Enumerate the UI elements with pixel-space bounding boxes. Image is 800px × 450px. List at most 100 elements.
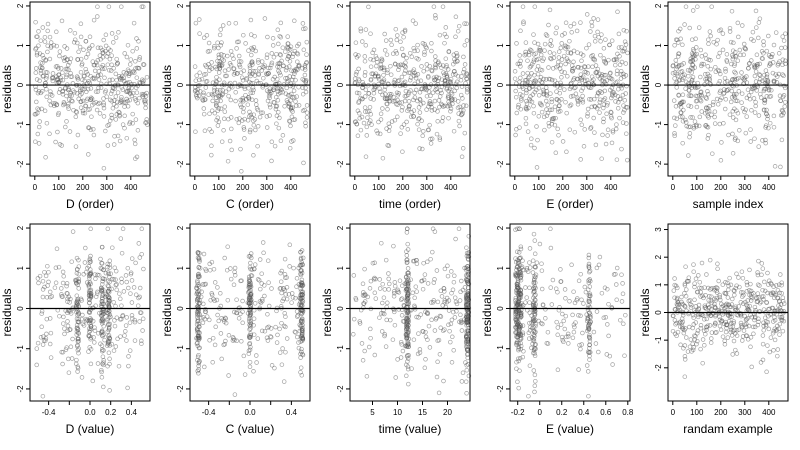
data-point xyxy=(352,76,358,81)
x-tick-label: 100 xyxy=(690,183,704,192)
data-point xyxy=(377,286,383,291)
data-point xyxy=(106,46,111,51)
data-point xyxy=(572,324,577,330)
data-point xyxy=(107,321,113,327)
data-point xyxy=(404,93,409,99)
data-point xyxy=(720,282,726,287)
data-point xyxy=(734,271,739,277)
data-point xyxy=(521,349,526,354)
data-point xyxy=(533,378,538,384)
data-point xyxy=(679,320,684,326)
data-point xyxy=(132,70,137,75)
points xyxy=(670,257,787,379)
data-point xyxy=(681,61,686,66)
data-point xyxy=(621,110,626,115)
data-point xyxy=(44,120,50,126)
data-point xyxy=(219,40,224,45)
data-point xyxy=(44,331,49,337)
data-point xyxy=(203,85,209,90)
data-point xyxy=(389,42,394,48)
data-point xyxy=(673,58,679,63)
data-point xyxy=(532,264,537,270)
data-point xyxy=(775,347,781,352)
data-point xyxy=(367,286,373,291)
data-point xyxy=(553,150,559,156)
data-point xyxy=(69,356,75,361)
data-point xyxy=(126,285,131,291)
data-point xyxy=(127,320,133,325)
data-point xyxy=(267,65,273,71)
plot-frame xyxy=(667,1,789,177)
x-axis-label: C (order) xyxy=(226,197,274,211)
data-point xyxy=(200,282,206,287)
data-point xyxy=(117,291,122,296)
data-point xyxy=(354,69,359,75)
data-point xyxy=(417,97,423,103)
data-point xyxy=(380,310,386,316)
data-point xyxy=(238,59,244,64)
data-point xyxy=(203,307,208,312)
data-point xyxy=(64,119,69,124)
data-point xyxy=(672,115,677,121)
data-point xyxy=(539,79,544,85)
data-point xyxy=(551,116,557,121)
data-point xyxy=(704,96,709,101)
data-point xyxy=(699,285,704,291)
data-point xyxy=(584,12,590,17)
data-point xyxy=(704,316,710,322)
data-point xyxy=(723,69,728,74)
data-point xyxy=(295,314,300,319)
data-point xyxy=(195,354,201,360)
data-point xyxy=(580,98,585,103)
data-point xyxy=(277,350,283,355)
data-point xyxy=(45,21,51,27)
data-point xyxy=(440,4,446,9)
data-point xyxy=(779,291,784,296)
data-point xyxy=(255,277,261,282)
data-point xyxy=(562,87,567,92)
data-point xyxy=(688,59,693,64)
data-point xyxy=(297,63,302,69)
data-point xyxy=(405,359,410,364)
data-point xyxy=(195,368,200,374)
data-point xyxy=(765,77,770,83)
data-point xyxy=(685,67,691,73)
data-point xyxy=(541,114,547,120)
x-tick-label: 0 xyxy=(537,408,542,417)
x-tick-label: 200 xyxy=(396,183,410,192)
data-point xyxy=(676,92,681,98)
data-point xyxy=(251,332,257,337)
data-point xyxy=(222,255,227,261)
data-point xyxy=(531,348,537,353)
data-point xyxy=(226,67,231,72)
data-point xyxy=(70,99,75,104)
data-point xyxy=(400,348,406,354)
data-point xyxy=(524,107,530,112)
data-point xyxy=(610,128,616,133)
data-point xyxy=(694,45,699,50)
data-point xyxy=(247,114,252,119)
data-point xyxy=(520,4,526,9)
data-point xyxy=(675,54,681,59)
data-point xyxy=(734,77,740,82)
plot-frame xyxy=(349,1,471,177)
data-point xyxy=(620,92,626,98)
data-point xyxy=(541,89,547,95)
data-point xyxy=(723,329,729,335)
data-point xyxy=(129,313,135,318)
data-point xyxy=(539,109,545,115)
data-point xyxy=(96,331,101,336)
data-point xyxy=(671,98,677,103)
data-point xyxy=(372,290,378,296)
data-point xyxy=(273,106,279,112)
data-point xyxy=(442,72,447,77)
data-point xyxy=(568,24,573,29)
data-point xyxy=(531,315,536,321)
data-point xyxy=(437,104,442,110)
data-point xyxy=(401,34,406,40)
data-point xyxy=(75,369,80,374)
data-point xyxy=(45,49,50,55)
data-point xyxy=(256,72,262,77)
data-point xyxy=(435,299,441,305)
